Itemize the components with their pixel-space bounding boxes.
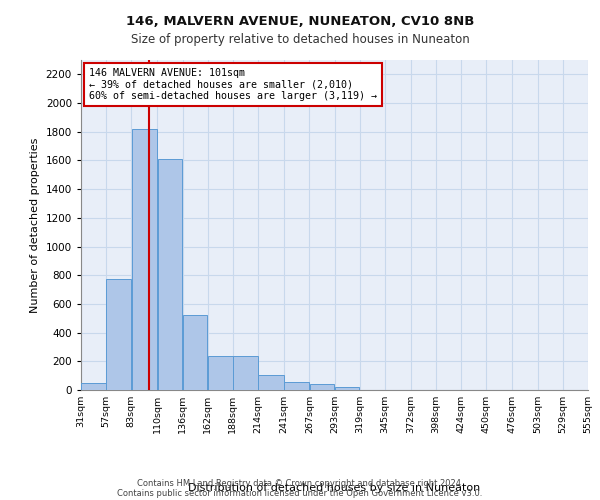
Text: 146, MALVERN AVENUE, NUNEATON, CV10 8NB: 146, MALVERN AVENUE, NUNEATON, CV10 8NB <box>126 15 474 28</box>
Bar <box>310 384 334 390</box>
Bar <box>183 316 208 390</box>
Text: Contains HM Land Registry data © Crown copyright and database right 2024.: Contains HM Land Registry data © Crown c… <box>137 478 463 488</box>
Text: Contains public sector information licensed under the Open Government Licence v3: Contains public sector information licen… <box>118 488 482 498</box>
Text: 146 MALVERN AVENUE: 101sqm
← 39% of detached houses are smaller (2,010)
60% of s: 146 MALVERN AVENUE: 101sqm ← 39% of deta… <box>89 68 377 102</box>
Bar <box>259 375 284 390</box>
Bar <box>81 383 106 390</box>
Text: Size of property relative to detached houses in Nuneaton: Size of property relative to detached ho… <box>131 32 469 46</box>
X-axis label: Distribution of detached houses by size in Nuneaton: Distribution of detached houses by size … <box>188 483 481 493</box>
Bar <box>233 356 258 390</box>
Bar <box>106 279 131 390</box>
Bar <box>284 382 309 390</box>
Y-axis label: Number of detached properties: Number of detached properties <box>30 138 40 312</box>
Bar <box>335 387 359 390</box>
Bar <box>208 356 233 390</box>
Bar <box>131 129 157 390</box>
Bar <box>158 159 182 390</box>
